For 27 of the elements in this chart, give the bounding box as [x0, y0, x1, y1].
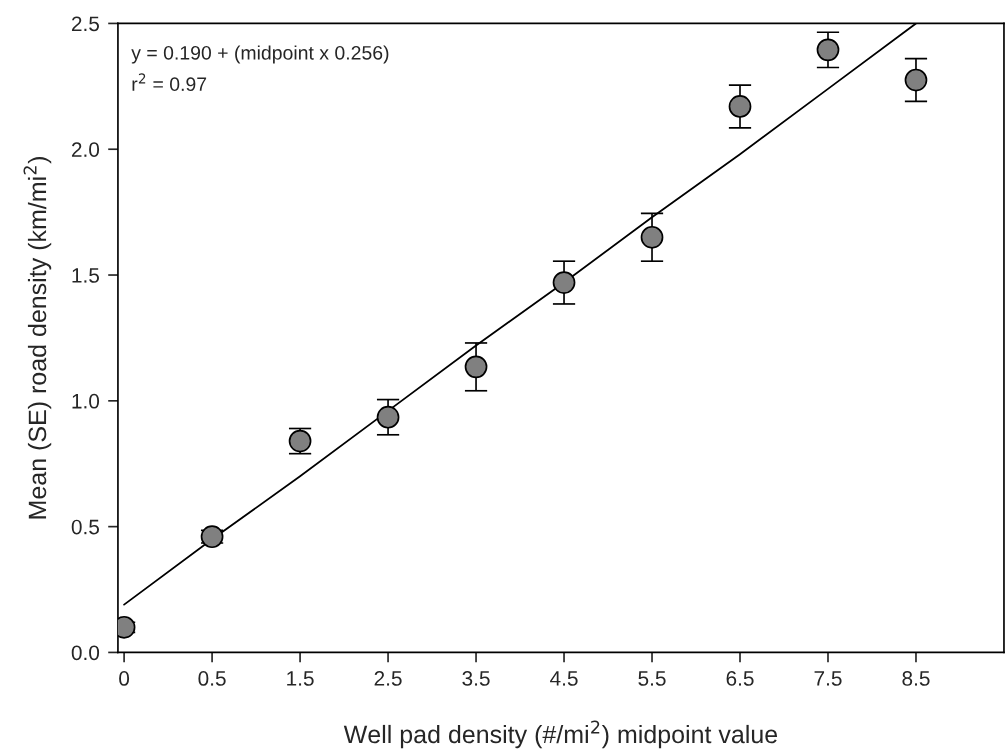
y-tick-label: 2.0: [71, 142, 100, 157]
x-tick-label: 5.5: [638, 671, 666, 686]
annotation: r$^{2}$ = 0.97: [132, 73, 207, 92]
x-tick-label: 2.5: [374, 671, 402, 686]
point: [640, 225, 664, 249]
y-tick-label: 1.5: [72, 268, 100, 283]
point: [816, 38, 840, 62]
x-tick-label: 0.5: [198, 671, 226, 686]
point: [464, 355, 488, 379]
annotation: y = 0.190 + (midpoint x 0.256): [131, 45, 389, 64]
point: [904, 68, 928, 92]
point: [552, 271, 576, 294]
x-axis-title: Well pad density (#/mi$^{2}$) midpoint value: [343, 720, 778, 749]
x-tick-label: 4.5: [550, 671, 578, 686]
y-tick-label: 1.0: [72, 393, 100, 409]
y-tick-label: 2.5: [71, 16, 100, 32]
y-tick-label: 0.0: [71, 645, 100, 661]
x-tick-label: 3.5: [462, 671, 490, 686]
x-tick-label: 8.5: [902, 671, 930, 686]
point: [728, 95, 752, 118]
x-tick-label: 6.5: [726, 671, 754, 686]
y-tick-label: 0.5: [71, 519, 100, 535]
x-tick-label: 1.5: [287, 671, 314, 686]
x-tick-label: 7.5: [814, 671, 842, 686]
y-axis-title: Mean (SE) road density (km/mi$^{2}$): [23, 157, 52, 519]
x-tick-label: 0: [119, 671, 130, 686]
point: [376, 405, 400, 429]
